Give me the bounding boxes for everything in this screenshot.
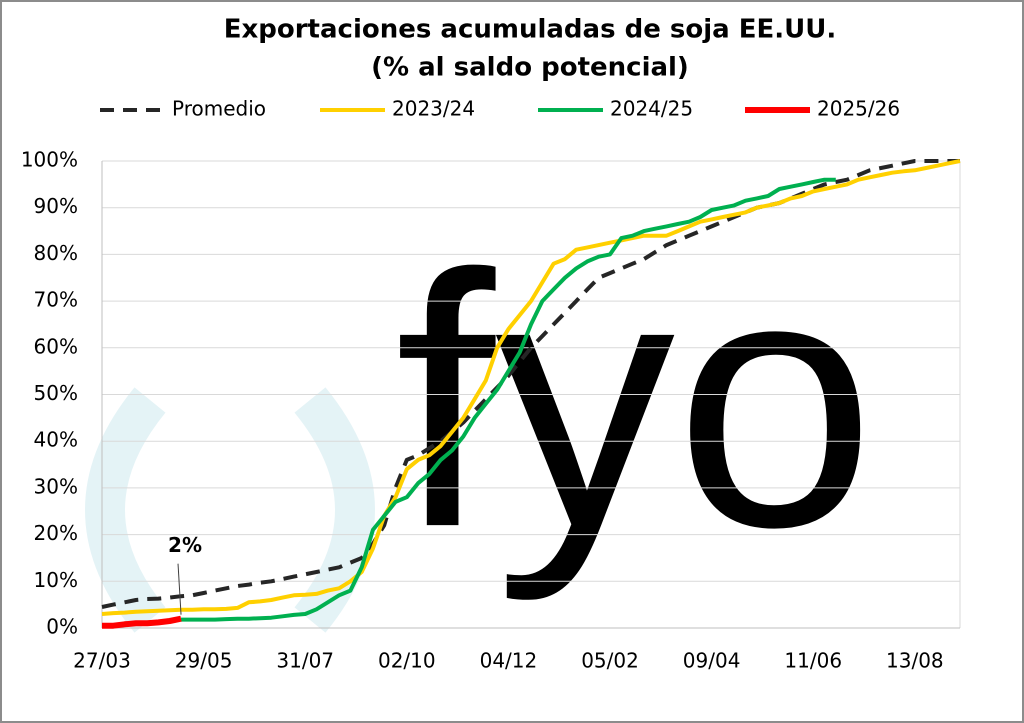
- y-tick-label: 60%: [34, 334, 78, 358]
- series-line: [181, 177, 836, 622]
- watermark-arc: [85, 387, 166, 633]
- chart-title: Exportaciones acumuladas de soja EE.UU.: [224, 15, 837, 45]
- annotation-leader: [177, 563, 182, 615]
- legend-label: 2024/25: [610, 97, 693, 121]
- y-tick-label: 30%: [34, 474, 78, 498]
- y-tick-label: 90%: [34, 194, 78, 218]
- x-tick-label: 11/06: [784, 649, 842, 673]
- annotation: 2%: [168, 533, 202, 557]
- x-tick-label: 31/07: [276, 649, 334, 673]
- legend-label: 2023/24: [392, 97, 475, 121]
- y-tick-label: 100%: [21, 148, 78, 172]
- chart-subtitle: (% al saldo potencial): [371, 53, 689, 83]
- x-tick-label: 04/12: [480, 649, 538, 673]
- series-line: [101, 159, 961, 616]
- series-line: [101, 159, 960, 609]
- x-tick-label: 09/04: [683, 649, 741, 673]
- x-tick-label: 05/02: [581, 649, 639, 673]
- y-tick-label: 50%: [34, 381, 78, 405]
- y-tick-label: 70%: [34, 288, 78, 312]
- legend-label: 2025/26: [817, 97, 900, 121]
- y-tick-label: 20%: [34, 521, 78, 545]
- y-tick-label: 80%: [34, 241, 78, 265]
- series-line: [102, 615, 182, 629]
- x-tick-label: 29/05: [175, 649, 233, 673]
- y-tick-label: 10%: [34, 568, 78, 592]
- x-tick-label: 02/10: [378, 649, 436, 673]
- x-tick-label: 13/08: [886, 649, 944, 673]
- y-tick-label: 0%: [46, 615, 78, 639]
- legend-label: Promedio: [172, 97, 266, 121]
- y-tick-label: 40%: [34, 428, 78, 452]
- x-tick-label: 27/03: [73, 649, 131, 673]
